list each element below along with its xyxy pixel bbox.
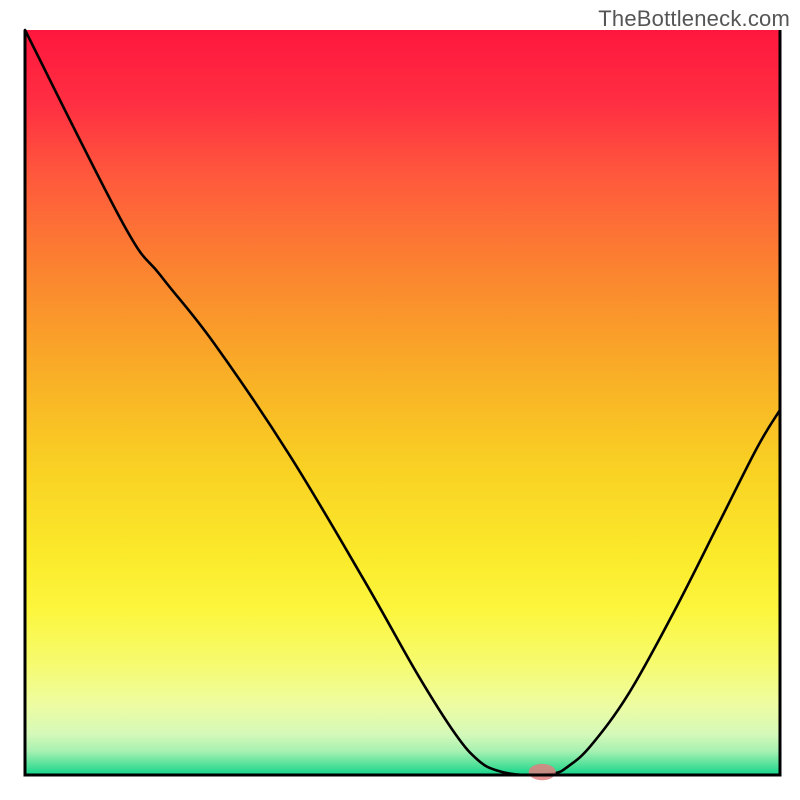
optimal-point-marker [529, 764, 556, 780]
chart-svg [0, 0, 800, 800]
bottleneck-chart: TheBottleneck.com [0, 0, 800, 800]
watermark-text: TheBottleneck.com [598, 6, 790, 32]
